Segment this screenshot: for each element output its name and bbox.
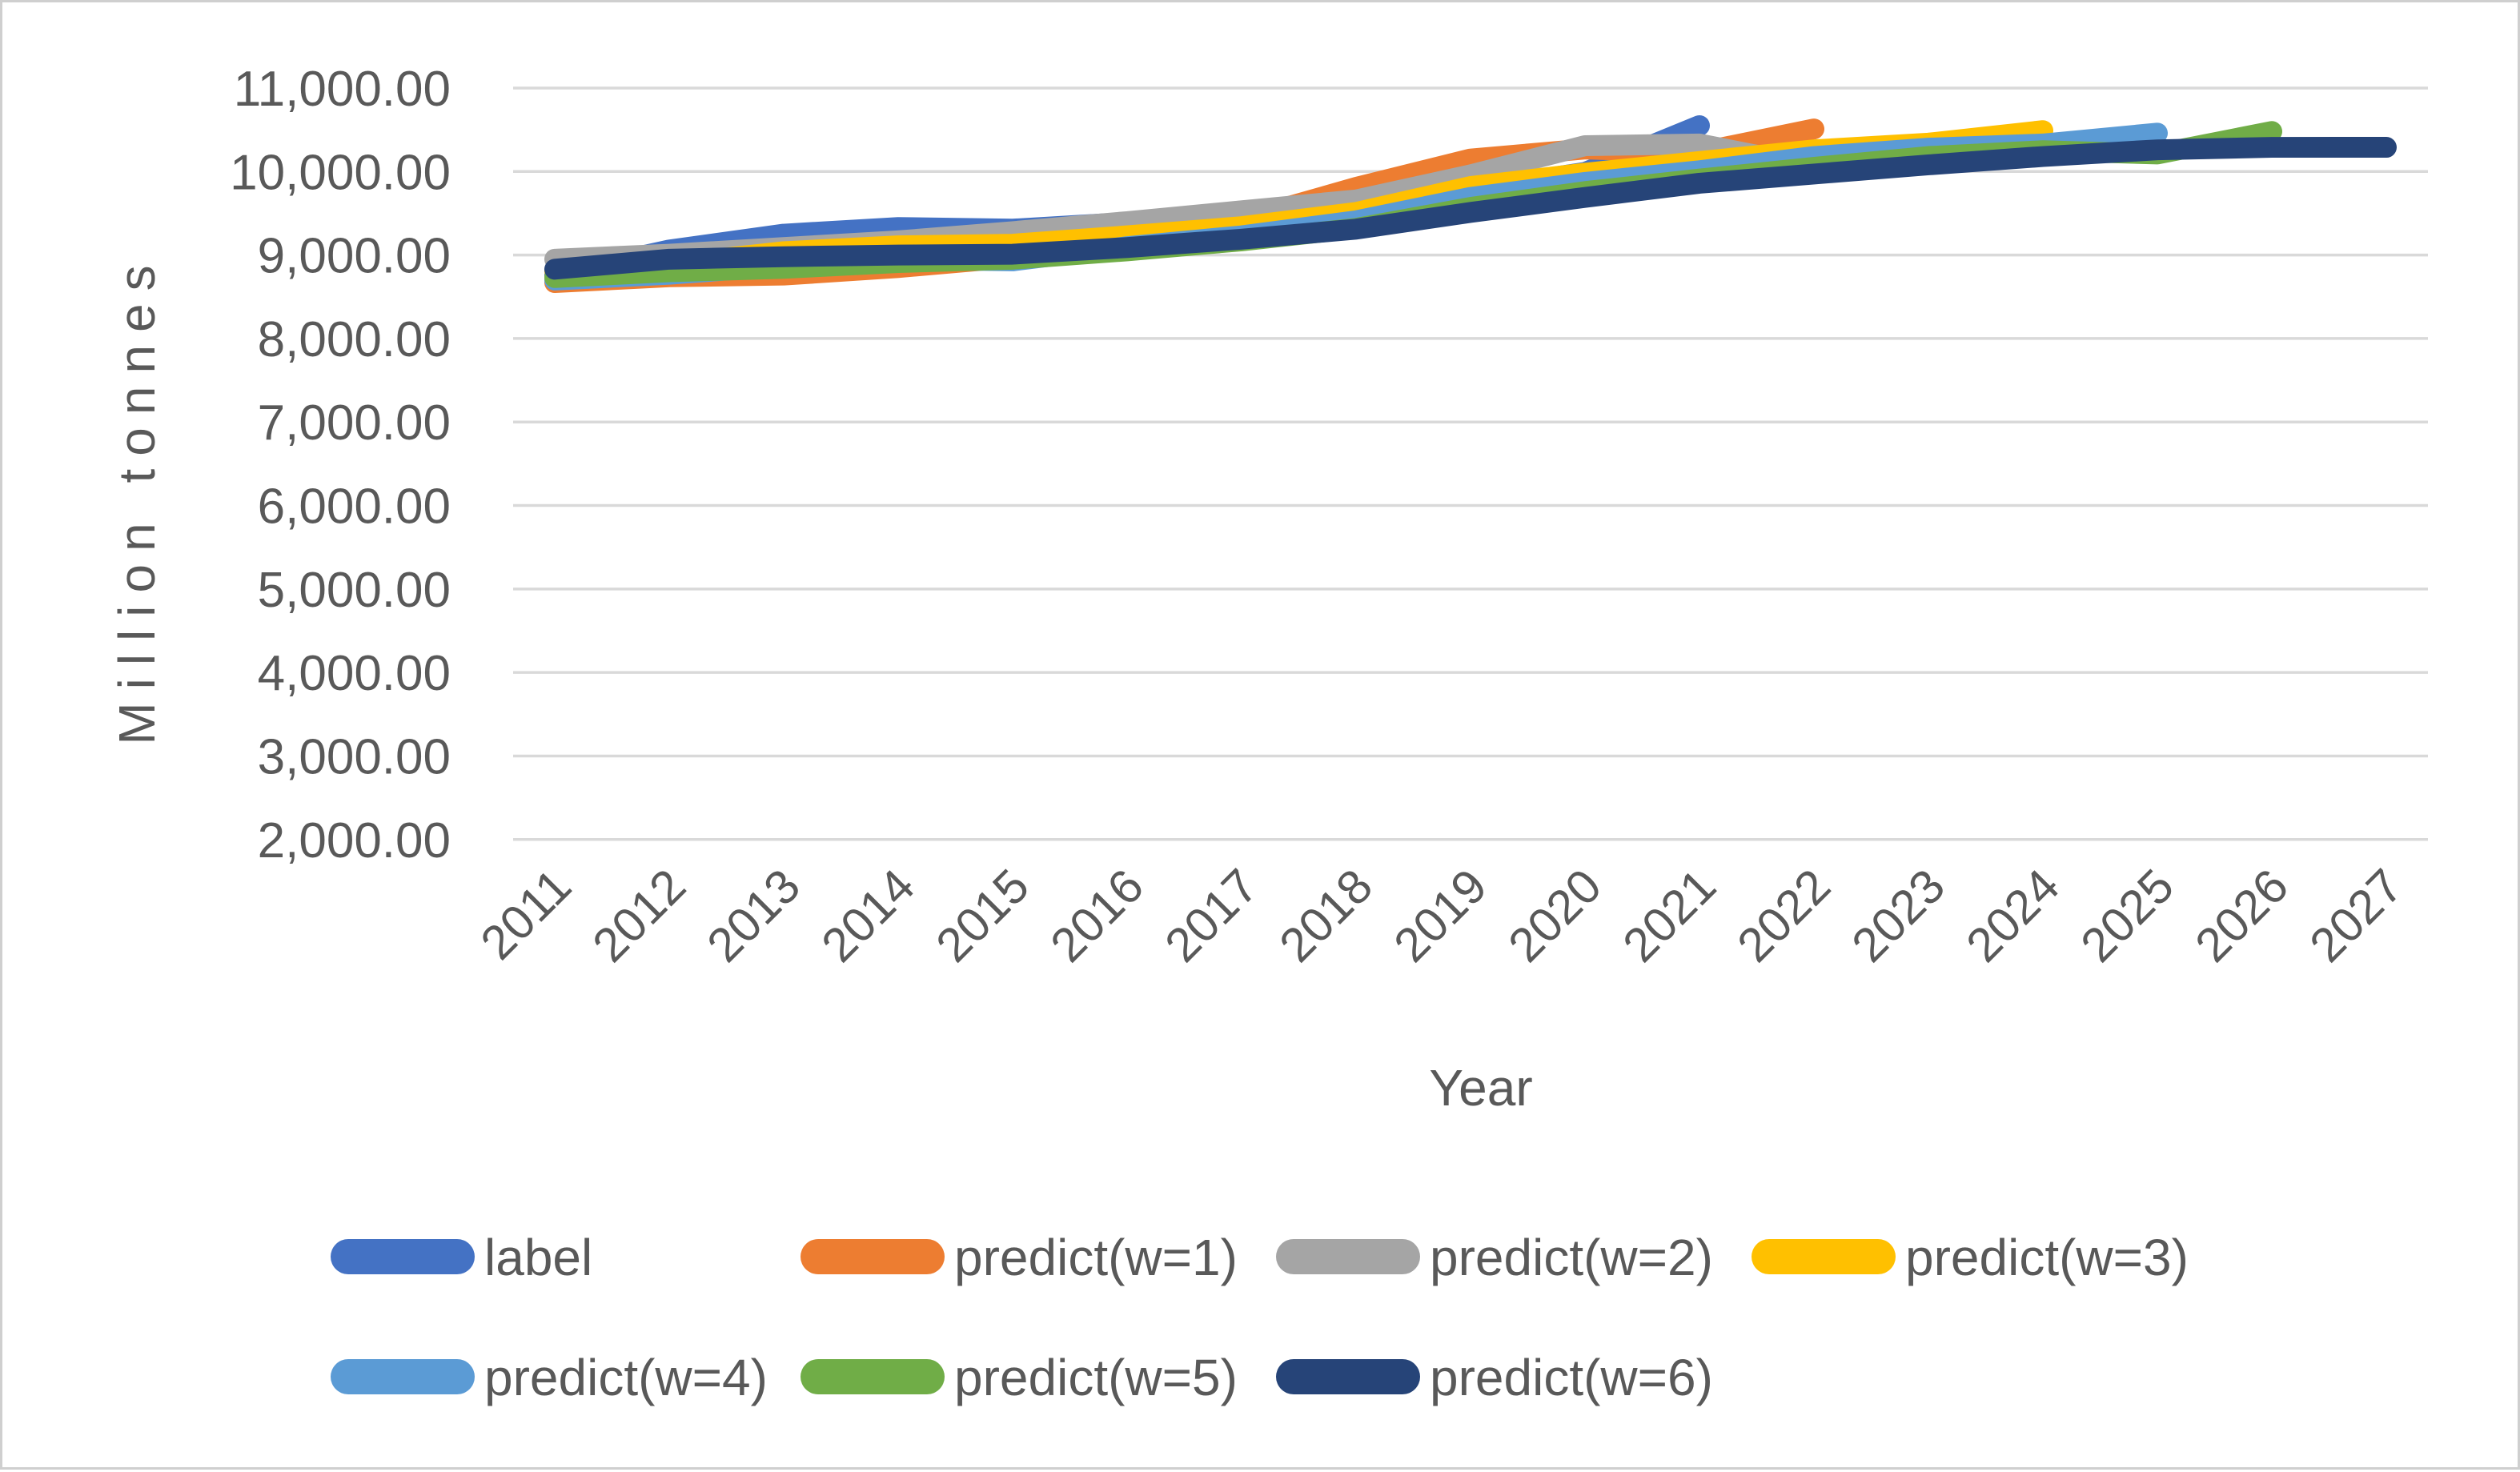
x-tick-label-2027: 2027 (2299, 859, 2413, 973)
legend-label-predict-w-5: predict(w=5) (954, 1349, 1238, 1406)
legend-label-predict-w-1: predict(w=1) (954, 1229, 1238, 1286)
x-tick-label-2015: 2015 (925, 859, 1039, 973)
x-tick-label-2025: 2025 (2070, 859, 2184, 973)
y-tick-label-8000: 8,000.00 (258, 312, 451, 367)
x-tick-label-2021: 2021 (1612, 859, 1726, 973)
legend-label-predict-w-2: predict(w=2) (1430, 1229, 1713, 1286)
legend-swatch-predict-w-3 (1752, 1239, 1896, 1274)
y-tick-label-4000: 4,000.00 (258, 646, 451, 701)
series-lines (544, 114, 2397, 294)
y-tick-label-6000: 6,000.00 (258, 479, 451, 535)
y-tick-label-2000: 2,000.00 (258, 813, 451, 868)
series-line-predict-w-6 (544, 137, 2397, 280)
legend-swatch-predict-w-5 (801, 1359, 945, 1394)
x-tick-label-2020: 2020 (1498, 859, 1611, 973)
legend-label-label: label (484, 1229, 592, 1286)
x-tick-label-2016: 2016 (1040, 859, 1154, 973)
x-tick-label-2014: 2014 (811, 859, 925, 973)
y-tick-label-3000: 3,000.00 (258, 729, 451, 784)
x-tick-label-2011: 2011 (471, 859, 582, 970)
x-tick-label-2022: 2022 (1727, 859, 1840, 973)
x-axis-title: Year (1429, 1059, 1532, 1117)
x-tick-label-2026: 2026 (2185, 859, 2298, 973)
legend-label-predict-w-4: predict(w=4) (484, 1349, 768, 1406)
x-tick-label-2012: 2012 (582, 859, 696, 973)
legend-swatch-label (331, 1239, 475, 1274)
x-tick-label-2018: 2018 (1269, 859, 1382, 973)
y-tick-label-5000: 5,000.00 (258, 563, 451, 618)
legend: label predict(w=1) predict(w=2) predict(w=3… (331, 1229, 2189, 1406)
legend-swatch-predict-w-2 (1276, 1239, 1420, 1274)
y-tick-label-9000: 9,000.00 (258, 229, 451, 284)
x-tick-label-2024: 2024 (1956, 859, 2069, 973)
legend-swatch-predict-w-6 (1276, 1359, 1420, 1394)
x-axis-tick-labels: 2011 2012 2013 2014 2015 2016 2017 2018 2019 2020… (471, 859, 2414, 973)
y-tick-label-10000: 10,000.00 (230, 145, 451, 200)
y-axis-tick-labels: 11,000.00 10,000.00 9,000.00 8,000.00 7,000.… (230, 62, 451, 868)
y-axis-title: Million tonnes (108, 252, 166, 744)
x-tick-label-2023: 2023 (1841, 859, 1955, 973)
legend-swatch-predict-w-1 (801, 1239, 945, 1274)
legend-label-predict-w-3: predict(w=3) (1905, 1229, 2189, 1286)
y-tick-label-11000: 11,000.00 (234, 62, 451, 117)
y-tick-label-7000: 7,000.00 (258, 395, 451, 451)
x-tick-label-2019: 2019 (1383, 859, 1497, 973)
x-tick-label-2017: 2017 (1154, 859, 1268, 973)
x-tick-label-2013: 2013 (696, 859, 810, 973)
legend-swatch-predict-w-4 (331, 1359, 475, 1394)
legend-label-predict-w-6: predict(w=6) (1430, 1349, 1713, 1406)
